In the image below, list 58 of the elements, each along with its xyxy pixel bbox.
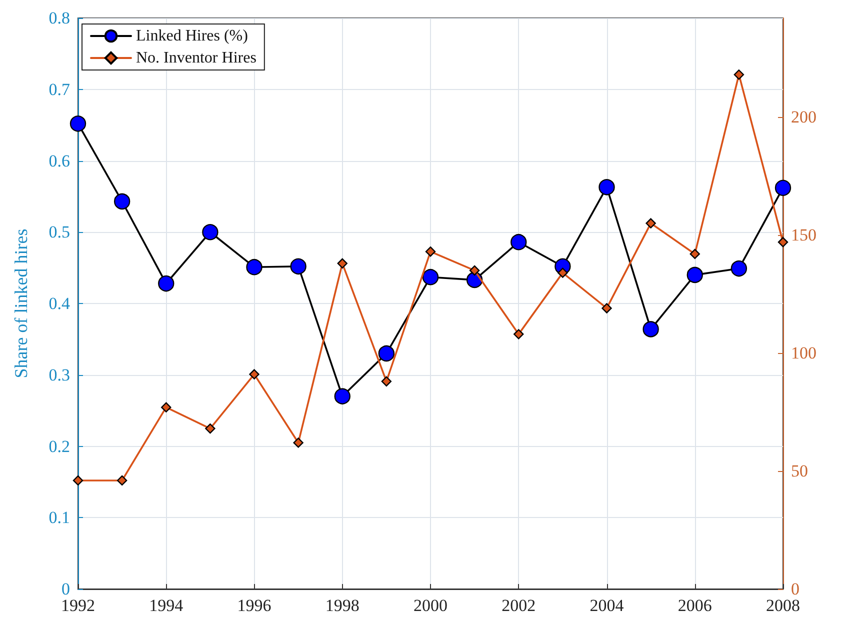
y-tick-label: 0.2: [48, 436, 70, 456]
point: [161, 402, 172, 412]
point: [510, 234, 527, 250]
x-tick-label: 2002: [502, 596, 536, 615]
x-tick-label: 1996: [237, 596, 272, 615]
point: [72, 475, 84, 486]
x-tick-label: 1998: [325, 596, 360, 615]
x-tick-label: 2008: [766, 596, 800, 615]
y-axis-title: Share of linked hires: [11, 228, 31, 378]
point: [158, 275, 174, 292]
point: [646, 218, 656, 228]
legend-label: No. Inventor Hires: [136, 50, 256, 66]
point: [70, 116, 86, 132]
y-tick-label: 0.8: [48, 8, 70, 28]
point: [381, 376, 392, 386]
point: [334, 388, 350, 404]
point: [114, 193, 130, 210]
point: [686, 266, 703, 284]
point: [558, 268, 568, 278]
point: [422, 268, 439, 286]
point: [778, 237, 788, 248]
y2-tick-label: 100: [791, 344, 816, 363]
x-tick-label: 1994: [149, 596, 184, 615]
x-tick-label: 1992: [61, 596, 95, 615]
point: [774, 180, 792, 196]
x-tick-label: 2006: [678, 596, 712, 615]
point: [202, 224, 218, 240]
point: [249, 369, 260, 380]
y2-tick-label: 0: [791, 580, 800, 598]
y2-tick-label: 200: [791, 108, 816, 127]
point: [690, 248, 700, 260]
y-tick-label: 0.6: [48, 151, 70, 170]
point: [293, 438, 304, 448]
point: [730, 260, 748, 277]
point: [116, 475, 128, 486]
point: [290, 258, 306, 274]
point: [469, 265, 480, 276]
y2-tick-label: 150: [791, 226, 816, 245]
y2-tick-label: 50: [791, 462, 808, 481]
y-tick-label: 0: [62, 580, 70, 598]
y-tick-label: 0.3: [48, 365, 70, 384]
y-tick-label: 0.1: [48, 508, 70, 528]
point: [642, 321, 659, 338]
x-tick-label: 2004: [590, 596, 624, 615]
point: [246, 259, 262, 276]
y-tick-label: 0.7: [48, 80, 70, 99]
legend-label: Linked Hires (%): [136, 28, 248, 44]
y-tick-label: 0.4: [48, 294, 70, 313]
point: [378, 345, 395, 362]
point: [734, 70, 744, 80]
point: [337, 258, 348, 268]
x-tick-label: 2000: [414, 596, 448, 615]
point: [598, 179, 615, 196]
point: [205, 423, 216, 434]
point: [425, 246, 436, 257]
point: [602, 303, 612, 314]
point: [514, 329, 524, 340]
y-tick-label: 0.5: [48, 222, 70, 242]
